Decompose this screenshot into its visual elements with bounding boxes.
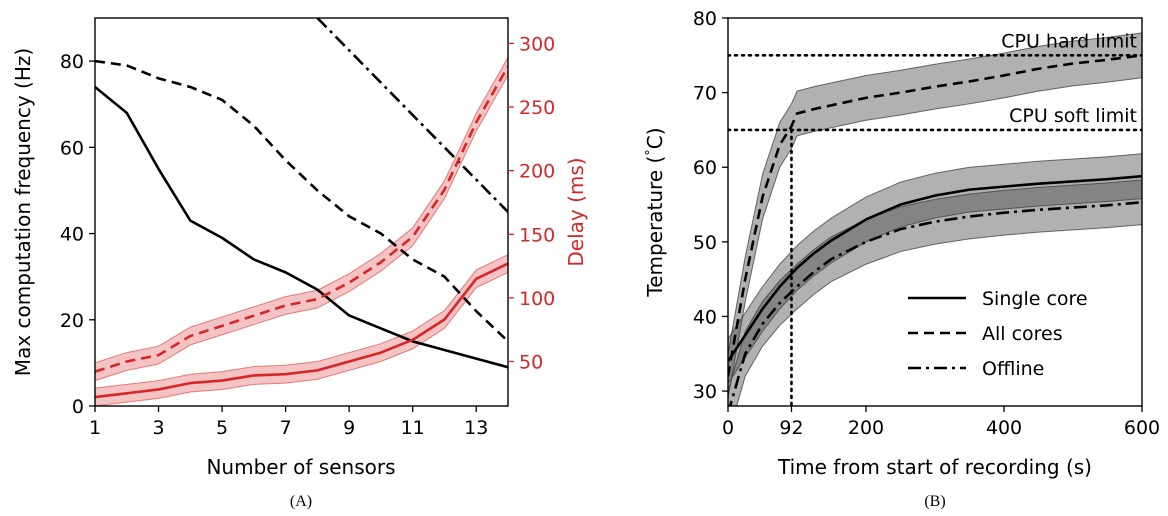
panel-a-x-tick-label: 13 xyxy=(464,417,488,439)
panel-a-series-0-solid xyxy=(95,85,508,369)
panel-b-series-lines xyxy=(728,54,1142,406)
panel-b-series-2-dashdot xyxy=(728,201,1142,406)
panel-a-x-tick-label: 11 xyxy=(401,417,425,439)
panel-a-right-y-tick-label: 50 xyxy=(519,351,543,373)
panel-a-series-lines xyxy=(95,18,508,399)
panel-a-x-tick-label: 3 xyxy=(152,417,164,439)
panel-b-y-tick-label: 40 xyxy=(693,306,717,328)
panel-b-y-ticks: 30 40 50 60 70 80 xyxy=(693,8,728,403)
panel-b-series-0-solid xyxy=(728,174,1142,362)
panel-b-frame xyxy=(727,17,1143,407)
panel-b-x-tick-label: 0 xyxy=(722,417,734,439)
panel-b-y-axis-label: Temperature (°C) xyxy=(643,127,667,297)
panel-b-x-axis-label: Time from start of recording (s) xyxy=(777,455,1092,479)
panel-a-band-3 xyxy=(95,56,508,382)
panel-a-y-ticks: 0 20 40 60 80 xyxy=(60,51,95,418)
panel-a-x-tick-label: 5 xyxy=(216,417,228,439)
panel-b-y-tick-label: 30 xyxy=(693,381,717,403)
panel-a-right-y-axis-label: Delay (ms) xyxy=(564,157,588,266)
panel-a-uncertainty-bands xyxy=(95,56,508,406)
panel-a-x-tick-label: 9 xyxy=(343,417,355,439)
panel-a-series-4-solid xyxy=(95,262,508,399)
panel-a-x-axis-label: Number of sensors xyxy=(206,455,395,479)
panel-b-caption: (B) xyxy=(924,493,945,510)
panel-b-limit-label-0: CPU hard limit xyxy=(1001,30,1137,52)
panel-a-y-tick-label: 60 xyxy=(60,137,84,159)
panel-b-x-tick-label: 400 xyxy=(986,417,1022,439)
panel-a-y-tick-label: 20 xyxy=(60,310,84,332)
panel-b-y-tick-label: 50 xyxy=(693,232,717,254)
panel-a-series-2-dashdot xyxy=(316,18,508,213)
panel-b-band-2 xyxy=(728,179,1142,406)
panel-b-uncertainty-bands xyxy=(728,32,1142,406)
panel-a-right-y-tick-label: 200 xyxy=(519,161,555,183)
panel-b-y-tick-label: 80 xyxy=(693,8,717,30)
panel-b-x-ticks: 0 92 200 400 600 xyxy=(722,406,1160,439)
panel-b-x-tick-label: 200 xyxy=(848,417,884,439)
panel-b-limit-label-1: CPU soft limit xyxy=(1009,105,1137,127)
panel-a-y-tick-label: 80 xyxy=(60,51,84,73)
legend-label: All cores xyxy=(982,323,1063,345)
panel-b-x-tick-label: 600 xyxy=(1124,417,1160,439)
panel-a-y-tick-label: 0 xyxy=(72,396,84,418)
legend-label: Offline xyxy=(982,358,1044,380)
panel-b: 0 92 200 400 600 30 40 50 60 70 80 CPU hard limit… xyxy=(643,8,1160,510)
panel-a-right-y-tick-label: 300 xyxy=(519,33,555,55)
panel-a-right-y-tick-label: 250 xyxy=(519,97,555,119)
panel-a-right-y-ticks: 50 100 150 200 250 300 xyxy=(508,33,555,373)
panel-a-series-1-dashed xyxy=(95,59,508,343)
panel-b-limit-labels: CPU hard limit CPU soft limit xyxy=(1001,30,1137,127)
panel-a-y-axis-label: Max computation frequency (Hz) xyxy=(11,48,35,376)
panel-a-frame xyxy=(94,17,509,407)
panel-a-caption: (A) xyxy=(290,493,312,510)
panel-b-reference-lines xyxy=(728,54,1142,406)
panel-b-series-1-dashed xyxy=(728,54,1142,377)
panel-a-x-tick-label: 1 xyxy=(89,417,101,439)
panel-a-right-y-tick-label: 100 xyxy=(519,288,555,310)
panel-a-y-tick-label: 40 xyxy=(60,224,84,246)
panel-b-y-tick-label: 70 xyxy=(693,83,717,105)
panel-a-x-tick-label: 7 xyxy=(280,417,292,439)
panel-b-band-1 xyxy=(728,32,1142,399)
panel-b-y-tick-label: 60 xyxy=(693,157,717,179)
panel-b-legend: Single core All cores Offline xyxy=(908,288,1088,380)
panel-a-series-3-dashed xyxy=(95,65,508,373)
legend-label: Single core xyxy=(982,288,1088,310)
panel-a-x-ticks: 1 3 5 7 9 11 13 xyxy=(89,406,488,439)
panel-a-right-y-tick-label: 150 xyxy=(519,224,555,246)
panel-b-x-tick-label: 92 xyxy=(779,417,803,439)
